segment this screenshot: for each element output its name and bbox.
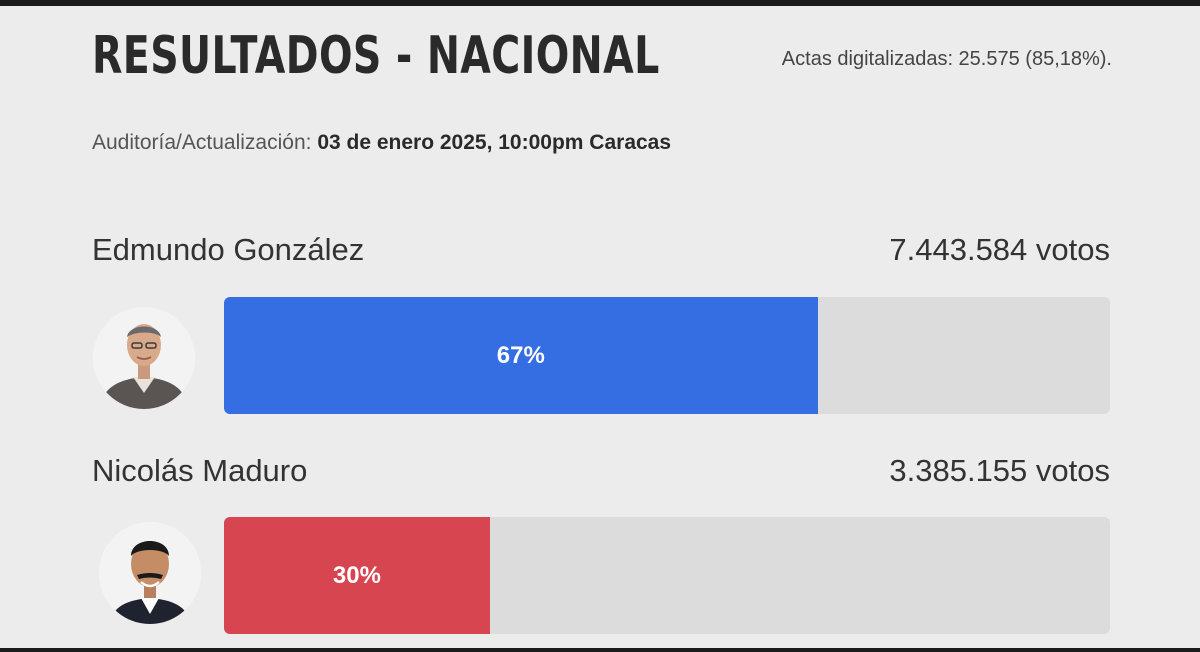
candidate-name-gonzalez: Edmundo González [92,232,365,267]
audit-value: 03 de enero 2025, 10:00pm Caracas [317,131,672,154]
bottom-border [0,648,1200,652]
bar-fill-gonzalez: 67% [224,297,818,414]
bar-track-maduro: 30% [224,517,1110,634]
audit-line: Auditoría/Actualización: 03 de enero 202… [92,131,671,155]
page-title: RESULTADOS - NACIONAL [92,26,660,86]
person-photo-icon [99,522,201,624]
avatar-gonzalez [93,307,195,409]
top-border [0,0,1200,6]
audit-label: Auditoría/Actualización: [92,131,312,154]
candidate-name-maduro: Nicolás Maduro [92,453,308,488]
person-photo-icon [93,307,195,409]
candidate-votes-gonzalez: 7.443.584 votos [889,232,1110,267]
percent-label-maduro: 30% [332,561,381,589]
bar-fill-maduro: 30% [224,517,490,634]
avatar-maduro [99,522,201,624]
candidate-votes-maduro: 3.385.155 votos [889,453,1110,488]
actas-digitalizadas: Actas digitalizadas: 25.575 (85,18%). [781,48,1112,70]
bar-track-gonzalez: 67% [224,297,1110,414]
percent-label-gonzalez: 67% [496,341,545,369]
